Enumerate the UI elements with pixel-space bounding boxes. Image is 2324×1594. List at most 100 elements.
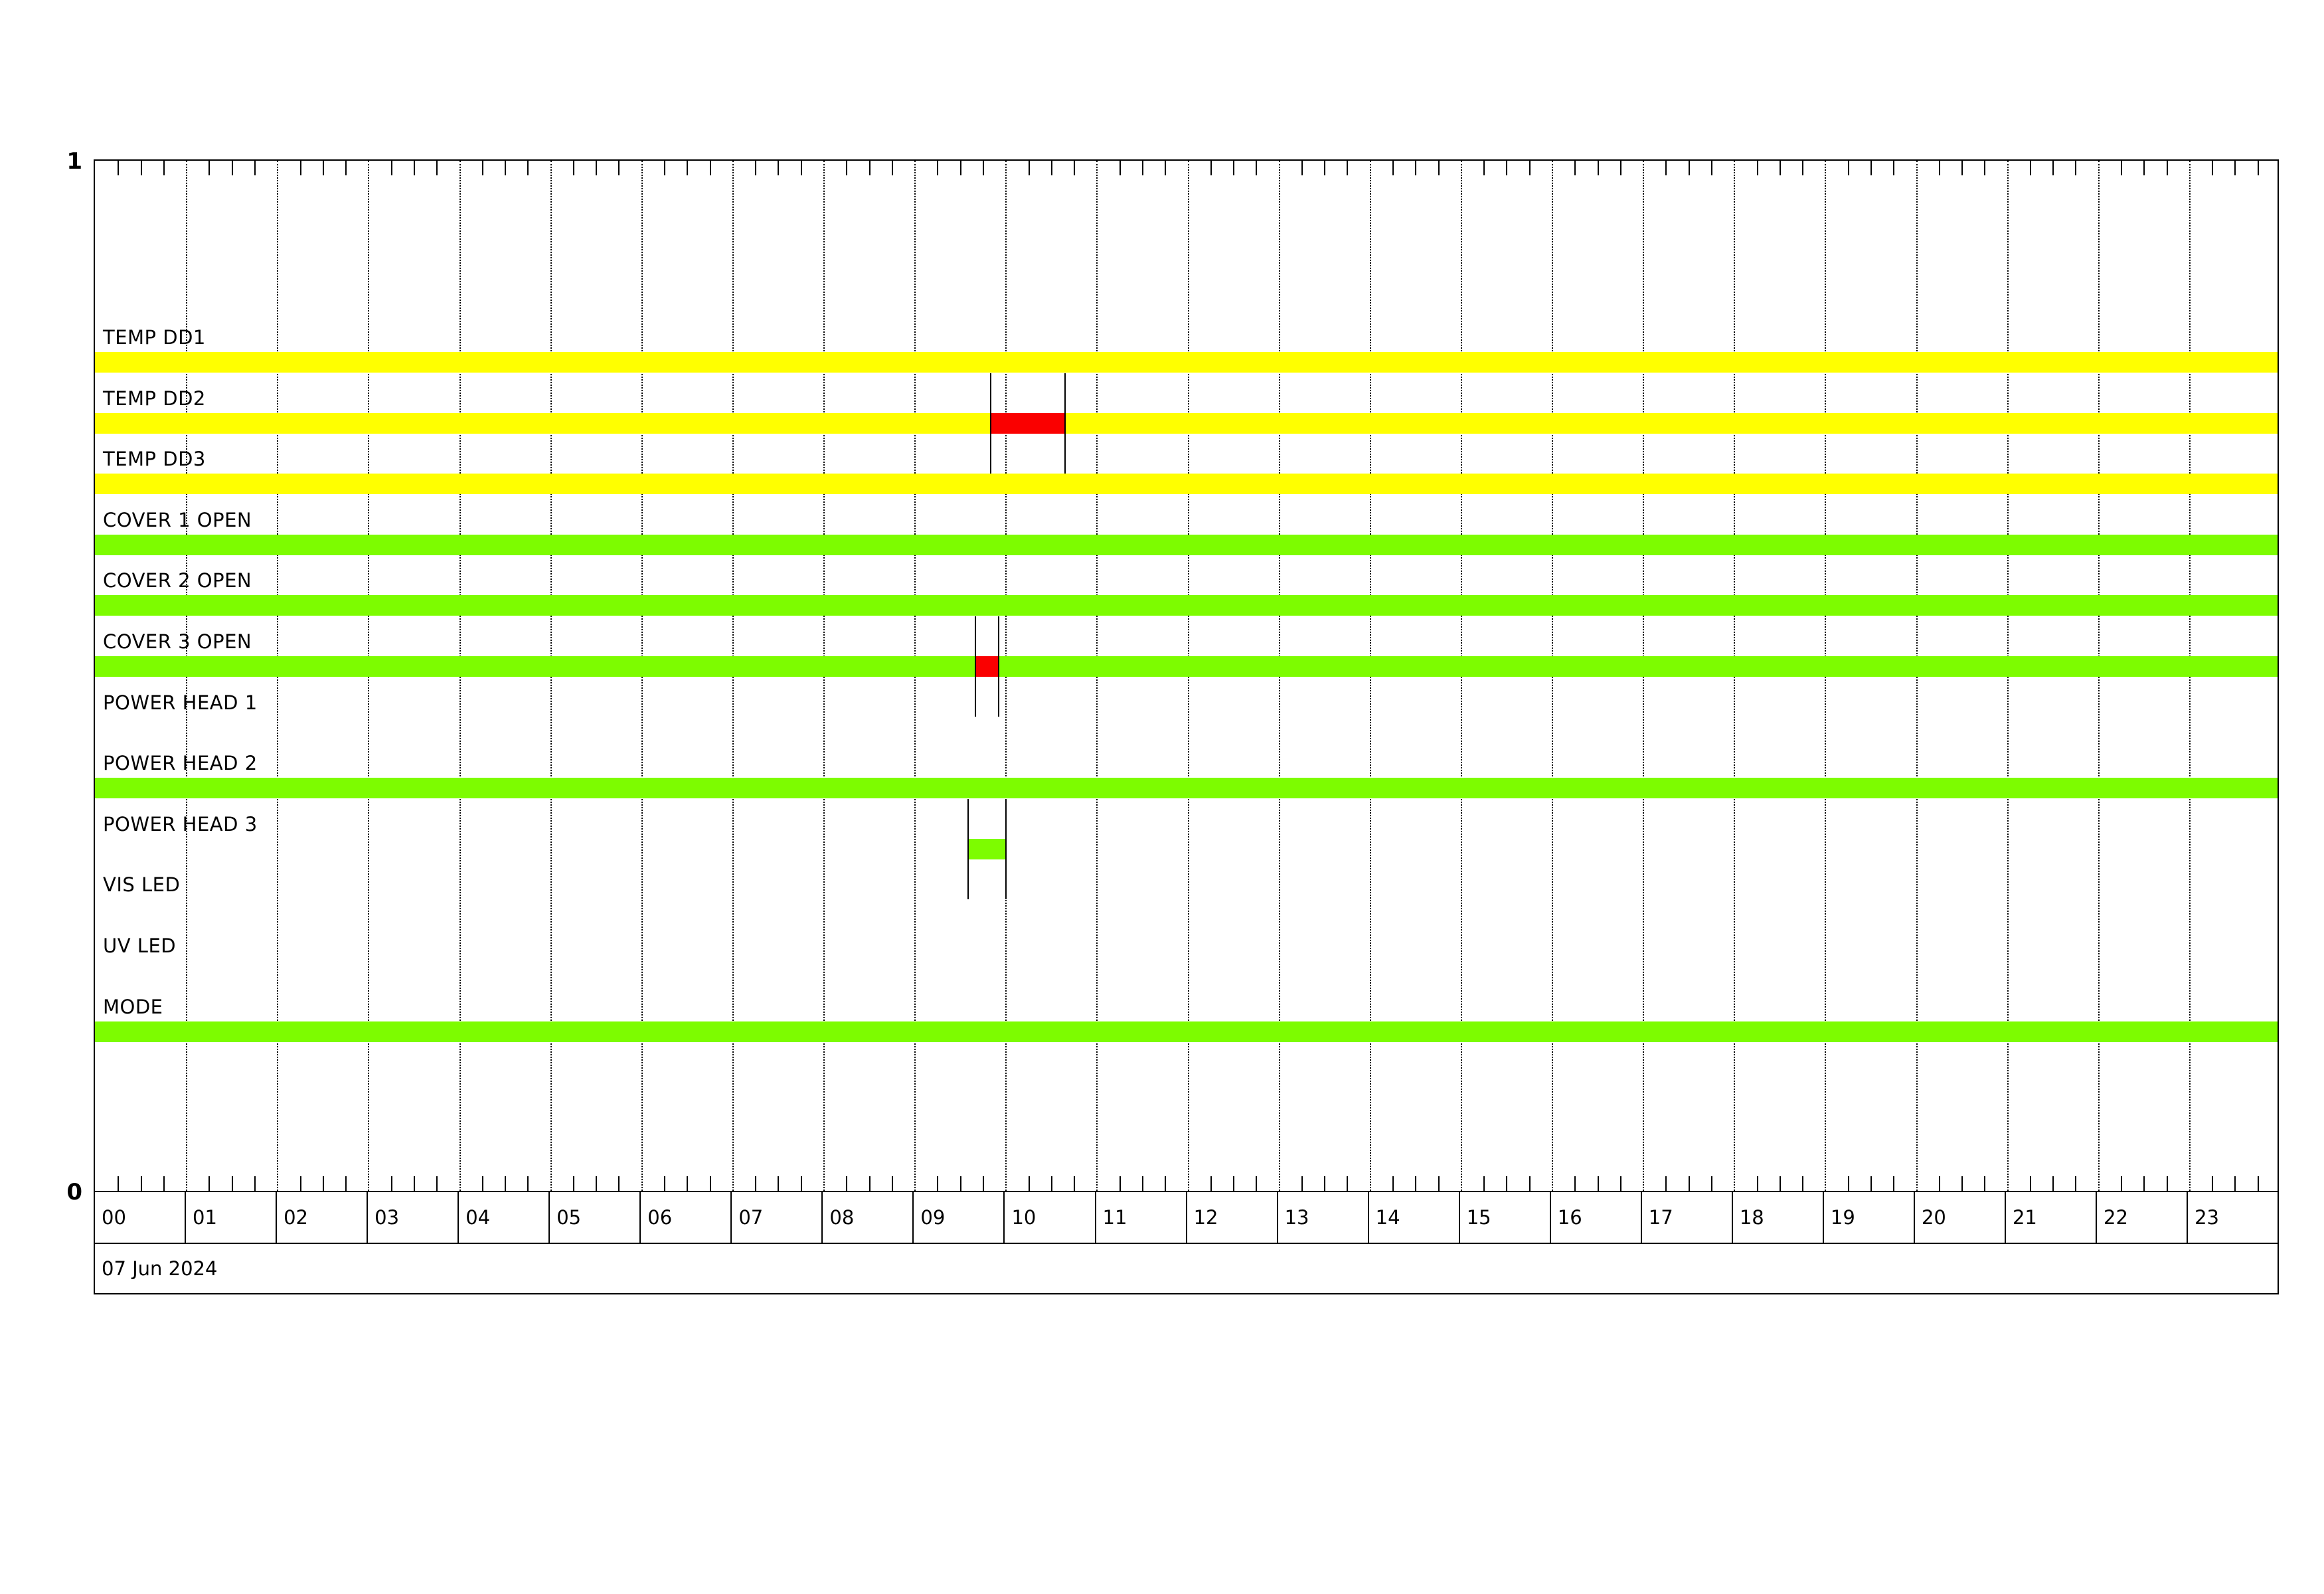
minor-tick-top — [778, 161, 780, 175]
minor-tick-top — [140, 161, 142, 175]
minor-tick-top — [1028, 161, 1030, 175]
minor-tick-top — [2234, 161, 2236, 175]
hour-cell-16[interactable]: 16 — [1551, 1192, 1642, 1243]
minor-tick-bottom — [1597, 1176, 1599, 1191]
minor-tick-bottom — [1210, 1176, 1212, 1191]
minor-tick-bottom — [709, 1176, 711, 1191]
minor-tick-bottom — [1802, 1176, 1804, 1191]
hour-cell-23[interactable]: 23 — [2195, 1206, 2219, 1229]
event-marker-start — [974, 616, 976, 717]
channel-label-cover-1-open: COVER 1 OPEN — [103, 508, 252, 531]
channel-label-uv-led: UV LED — [103, 934, 177, 957]
channel-label-vis-led: VIS LED — [103, 873, 181, 897]
minor-tick-bottom — [937, 1176, 939, 1191]
minor-tick-bottom — [436, 1176, 438, 1191]
minor-tick-bottom — [1574, 1176, 1576, 1191]
minor-tick-top — [345, 161, 347, 175]
channel-baseline-bar — [95, 656, 2278, 677]
minor-tick-top — [1415, 161, 1417, 175]
minor-tick-bottom — [1984, 1176, 1986, 1191]
minor-tick-bottom — [299, 1176, 301, 1191]
minor-tick-bottom — [687, 1176, 689, 1191]
minor-tick-bottom — [2257, 1176, 2259, 1191]
minor-tick-top — [208, 161, 210, 175]
hour-cell-22[interactable]: 22 — [2097, 1192, 2189, 1243]
minor-tick-bottom — [1756, 1176, 1758, 1191]
event-green[interactable] — [967, 838, 1006, 859]
hour-cell-17[interactable]: 17 — [1642, 1192, 1733, 1243]
minor-tick-bottom — [1074, 1176, 1076, 1191]
hour-cell-15[interactable]: 15 — [1460, 1192, 1551, 1243]
hour-cell-12[interactable]: 12 — [1187, 1192, 1278, 1243]
minor-tick-top — [1665, 161, 1667, 175]
hour-cell-05[interactable]: 05 — [550, 1192, 641, 1243]
y-axis-max-label: 1 — [66, 148, 82, 175]
hour-cell-20[interactable]: 20 — [1915, 1192, 2006, 1243]
event-red[interactable] — [989, 412, 1065, 434]
hour-cell-07[interactable]: 07 — [732, 1192, 823, 1243]
minor-tick-bottom — [1301, 1176, 1303, 1191]
minor-tick-bottom — [505, 1176, 507, 1191]
minor-tick-top — [846, 161, 848, 175]
channel-label-temp-dd3: TEMP DD3 — [103, 448, 206, 471]
hour-cell-01[interactable]: 01 — [186, 1192, 278, 1243]
minor-tick-bottom — [1324, 1176, 1326, 1191]
minor-tick-bottom — [869, 1176, 871, 1191]
hour-cell-18[interactable]: 18 — [1733, 1192, 1824, 1243]
channel-label-power-head-2: POWER HEAD 2 — [103, 752, 258, 775]
hour-cell-13[interactable]: 13 — [1278, 1192, 1369, 1243]
hour-cell-06[interactable]: 06 — [641, 1192, 732, 1243]
minor-tick-bottom — [596, 1176, 598, 1191]
minor-tick-top — [1802, 161, 1804, 175]
minor-tick-bottom — [891, 1176, 893, 1191]
channel-label-cover-2-open: COVER 2 OPEN — [103, 569, 252, 592]
event-marker-end — [1064, 373, 1066, 474]
minor-tick-bottom — [2234, 1176, 2236, 1191]
minor-tick-bottom — [1688, 1176, 1690, 1191]
minor-tick-bottom — [1847, 1176, 1849, 1191]
hour-cell-19[interactable]: 19 — [1824, 1192, 1915, 1243]
minor-tick-top — [1529, 161, 1531, 175]
hour-cell-02[interactable]: 02 — [277, 1192, 369, 1243]
event-marker-start — [989, 373, 991, 474]
minor-tick-bottom — [2029, 1176, 2031, 1191]
minor-tick-top — [755, 161, 757, 175]
minor-tick-top — [1165, 161, 1167, 175]
hour-cell-21[interactable]: 21 — [2006, 1192, 2098, 1243]
minor-tick-top — [1619, 161, 1621, 175]
minor-tick-top — [231, 161, 233, 175]
minor-tick-top — [869, 161, 871, 175]
minor-tick-bottom — [390, 1176, 392, 1191]
hour-cell-03[interactable]: 03 — [368, 1192, 459, 1243]
minor-tick-top — [1050, 161, 1052, 175]
hour-cell-11[interactable]: 11 — [1096, 1192, 1187, 1243]
minor-tick-top — [800, 161, 802, 175]
hour-cell-10[interactable]: 10 — [1005, 1192, 1096, 1243]
channel-label-mode: MODE — [103, 995, 163, 1018]
minor-tick-bottom — [163, 1176, 165, 1191]
minor-tick-top — [413, 161, 415, 175]
minor-tick-top — [1984, 161, 1986, 175]
minor-tick-bottom — [1870, 1176, 1872, 1191]
minor-tick-bottom — [1710, 1176, 1712, 1191]
minor-tick-bottom — [1893, 1176, 1895, 1191]
minor-tick-top — [436, 161, 438, 175]
hour-cell-09[interactable]: 09 — [914, 1192, 1005, 1243]
minor-tick-top — [1256, 161, 1258, 175]
channel-label-cover-3-open: COVER 3 OPEN — [103, 630, 252, 653]
minor-tick-bottom — [755, 1176, 757, 1191]
hour-cell-04[interactable]: 04 — [459, 1192, 550, 1243]
plot-area: TEMP DD1 TEMP DD2 TEMP DD3 COVER 1 OPEN COVE… — [94, 159, 2279, 1192]
minor-tick-bottom — [1529, 1176, 1531, 1191]
minor-tick-top — [982, 161, 984, 175]
hour-cell-14[interactable]: 14 — [1369, 1192, 1460, 1243]
hour-cell-00[interactable]: 00 — [95, 1192, 187, 1243]
minor-tick-bottom — [1050, 1176, 1052, 1191]
channel-baseline-bar — [95, 352, 2278, 373]
minor-tick-bottom — [1119, 1176, 1121, 1191]
minor-tick-top — [163, 161, 165, 175]
minor-tick-top — [709, 161, 711, 175]
event-red[interactable] — [974, 656, 999, 677]
hour-cell-08[interactable]: 08 — [823, 1192, 914, 1243]
